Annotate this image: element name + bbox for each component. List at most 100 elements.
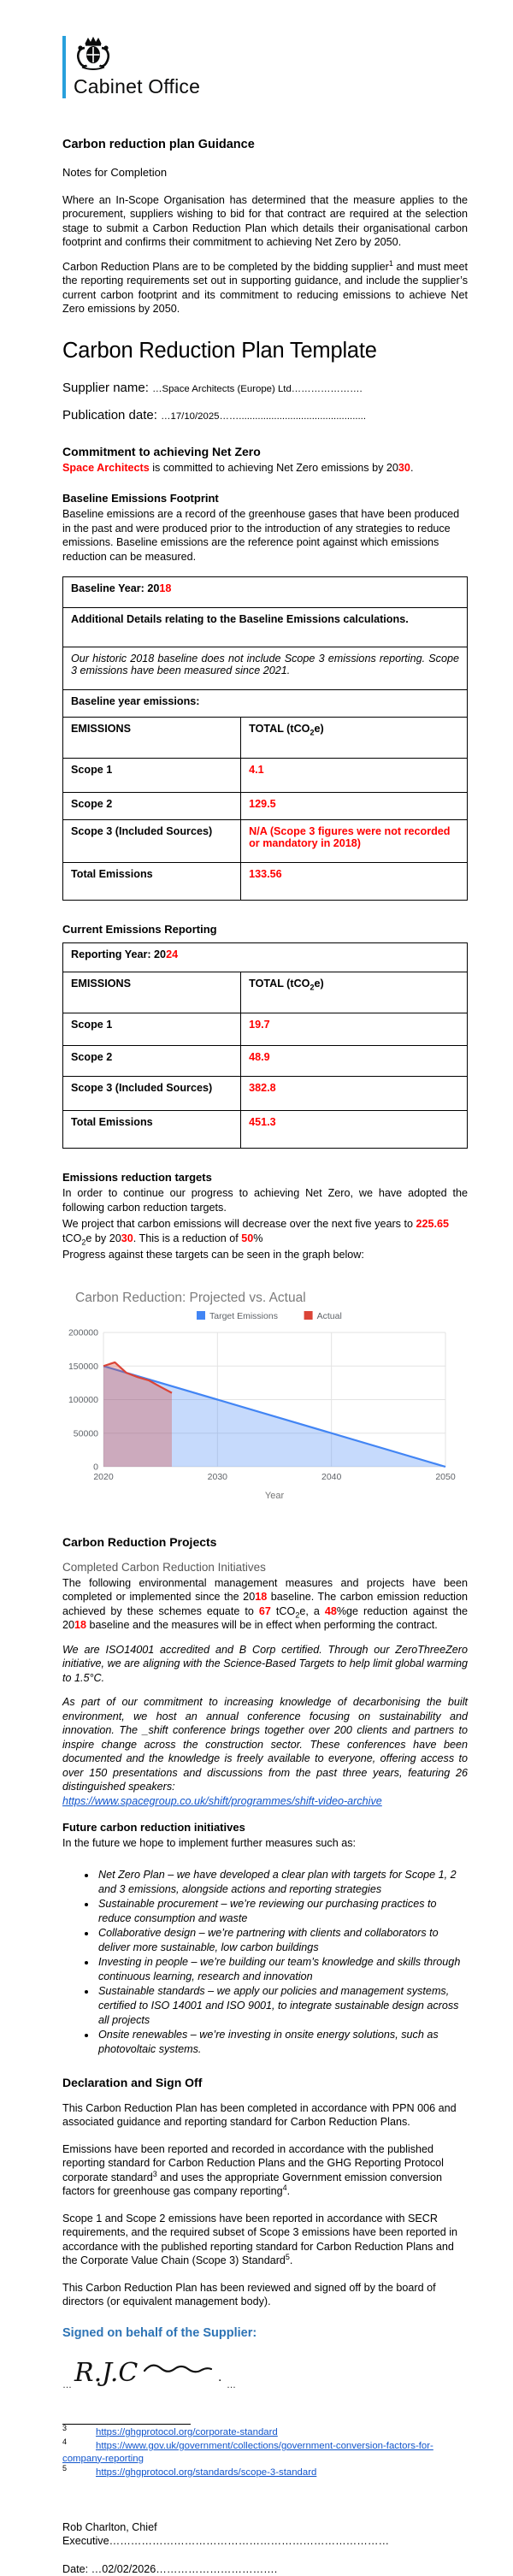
total-header-cell: TOTAL (tCO2e) <box>241 718 468 759</box>
page-title: Carbon Reduction Plan Template <box>62 339 468 363</box>
publication-date-value: …17/10/2025……...........................… <box>161 411 366 422</box>
baseline-heading: Baseline Emissions Footprint <box>62 492 468 505</box>
future-bullet-list: Net Zero Plan – we have developed a clea… <box>62 1868 468 2057</box>
scope3-label: Scope 3 (Included Sources) <box>63 1077 241 1111</box>
future-heading: Future carbon reduction initiatives <box>62 1821 468 1834</box>
declaration-paragraph-4: This Carbon Reduction Plan has been revi… <box>62 2281 468 2309</box>
supplier-name-line: Supplier name: …Space Architects (Europe… <box>62 381 468 395</box>
table-row: Total Emissions 451.3 <box>63 1111 468 1149</box>
signature-initials: R.J.C <box>74 2358 138 2388</box>
total-emissions-label: Total Emissions <box>63 1111 241 1149</box>
signatory-line: Rob Charlton, Chief Executive……………………………… <box>62 2520 468 2549</box>
projects-paragraph: The following environmental management m… <box>62 1576 468 1633</box>
scope2-value: 129.5 <box>241 793 468 820</box>
table-row: Scope 3 (Included Sources) 382.8 <box>63 1077 468 1111</box>
royal-crest-icon <box>74 36 200 74</box>
footnote-divider <box>62 2424 191 2425</box>
supplier-signature: … R.J.C . … <box>62 2345 268 2395</box>
table-row: Total Emissions 133.56 <box>63 863 468 901</box>
baseline-year-cell: Baseline Year: 2018 <box>63 577 468 608</box>
scope1-value: 4.1 <box>241 759 468 793</box>
emissions-header-cell: EMISSIONS <box>63 718 241 759</box>
table-row: Scope 1 19.7 <box>63 1013 468 1046</box>
declaration-heading: Declaration and Sign Off <box>62 2076 468 2089</box>
list-item: Net Zero Plan – we have developed a clea… <box>97 1868 468 1897</box>
svg-text:Actual: Actual <box>317 1311 342 1321</box>
shift-archive-link-line: https://www.spacegroup.co.uk/shift/progr… <box>62 1794 468 1809</box>
scope2-label: Scope 2 <box>63 793 241 820</box>
additional-details-cell: Additional Details relating to the Basel… <box>63 608 468 647</box>
guidance-paragraph-2: Carbon Reduction Plans are to be complet… <box>62 260 468 316</box>
table-row: Scope 3 (Included Sources) N/A (Scope 3 … <box>63 820 468 863</box>
logo-blue-bar <box>62 36 66 98</box>
date-line: Date: …02/02/2026……………………………. <box>62 2562 468 2576</box>
publication-date-line: Publication date: …17/10/2025…….........… <box>62 408 468 422</box>
supplier-name-label: Supplier name: <box>62 381 149 395</box>
table-row: Scope 2 129.5 <box>63 793 468 820</box>
total-header-cell: TOTAL (tCO2e) <box>241 972 468 1013</box>
baseline-year-emissions-cell: Baseline year emissions: <box>63 690 468 718</box>
details-note-cell: Our historic 2018 baseline does not incl… <box>63 647 468 690</box>
targets-paragraph-3: Progress against these targets can be se… <box>62 1248 468 1262</box>
emissions-header-cell: EMISSIONS <box>63 972 241 1013</box>
projects-italic-2: As part of our commitment to increasing … <box>62 1695 468 1794</box>
svg-text:2030: 2030 <box>208 1472 228 1482</box>
svg-text:2050: 2050 <box>435 1472 456 1482</box>
svg-text:100000: 100000 <box>68 1395 98 1405</box>
signed-on-behalf-heading: Signed on behalf of the Supplier: <box>62 2326 468 2340</box>
svg-text:Target Emissions: Target Emissions <box>209 1311 278 1321</box>
shift-archive-link[interactable]: https://www.spacegroup.co.uk/shift/progr… <box>62 1795 382 1807</box>
total-emissions-label: Total Emissions <box>63 863 241 901</box>
table-row: Scope 1 4.1 <box>63 759 468 793</box>
svg-text:0: 0 <box>93 1462 98 1472</box>
svg-text:150000: 150000 <box>68 1361 98 1371</box>
scope2-value: 48.9 <box>241 1046 468 1077</box>
table-row: Scope 2 48.9 <box>63 1046 468 1077</box>
current-heading: Current Emissions Reporting <box>62 923 468 936</box>
scope3-label: Scope 3 (Included Sources) <box>63 820 241 863</box>
footnote-5-link[interactable]: https://ghgprotocol.org/standards/scope-… <box>96 2467 316 2478</box>
footnote-3-link[interactable]: https://ghgprotocol.org/corporate-standa… <box>96 2427 278 2437</box>
declaration-paragraph-1: This Carbon Reduction Plan has been comp… <box>62 2101 468 2130</box>
list-item: Onsite renewables – we’re investing in o… <box>97 2028 468 2057</box>
scope2-label: Scope 2 <box>63 1046 241 1077</box>
svg-text:200000: 200000 <box>68 1327 98 1338</box>
list-item: Sustainable procurement – we’re reviewin… <box>97 1897 468 1926</box>
scope1-label: Scope 1 <box>63 1013 241 1046</box>
signature-squiggle <box>144 2365 211 2372</box>
scope3-value: 382.8 <box>241 1077 468 1111</box>
svg-text:…: … <box>62 2380 72 2390</box>
reporting-year-cell: Reporting Year: 2024 <box>63 943 468 972</box>
projects-heading: Carbon Reduction Projects <box>62 1535 468 1549</box>
targets-paragraph-2: We project that carbon emissions will de… <box>62 1217 468 1245</box>
total-emissions-value: 133.56 <box>241 863 468 901</box>
svg-text:…: … <box>227 2380 236 2390</box>
list-item: Investing in people – we’re building our… <box>97 1955 468 1984</box>
declaration-paragraph-2: Emissions have been reported and recorde… <box>62 2142 468 2199</box>
scope1-label: Scope 1 <box>63 759 241 793</box>
svg-text:.: . <box>218 2370 221 2384</box>
list-item: Sustainable standards – we apply our pol… <box>97 1984 468 2028</box>
scope3-value: N/A (Scope 3 figures were not recorded o… <box>241 820 468 863</box>
current-emissions-table: Reporting Year: 2024 EMISSIONS TOTAL (tC… <box>62 942 468 1149</box>
projects-italic-1: We are ISO14001 accredited and B Corp ce… <box>62 1643 468 1686</box>
total-emissions-value: 451.3 <box>241 1111 468 1149</box>
guidance-title: Carbon reduction plan Guidance <box>62 138 468 151</box>
cabinet-office-logo: Cabinet Office <box>62 36 468 98</box>
commitment-line: Space Architects is committed to achievi… <box>62 461 468 476</box>
baseline-paragraph: Baseline emissions are a record of the g… <box>62 507 468 564</box>
guidance-paragraph-1: Where an In-Scope Organisation has deter… <box>62 193 468 250</box>
svg-text:Year: Year <box>265 1491 285 1501</box>
footnote-4-link[interactable]: https://www.gov.uk/government/collection… <box>62 2441 433 2464</box>
guidance-subtitle: Notes for Completion <box>62 166 468 180</box>
commitment-heading: Commitment to achieving Net Zero <box>62 445 468 458</box>
logo-org-name: Cabinet Office <box>74 75 200 98</box>
svg-text:2020: 2020 <box>93 1472 114 1482</box>
svg-text:2040: 2040 <box>321 1472 342 1482</box>
targets-paragraph-1: In order to continue our progress to ach… <box>62 1186 468 1214</box>
